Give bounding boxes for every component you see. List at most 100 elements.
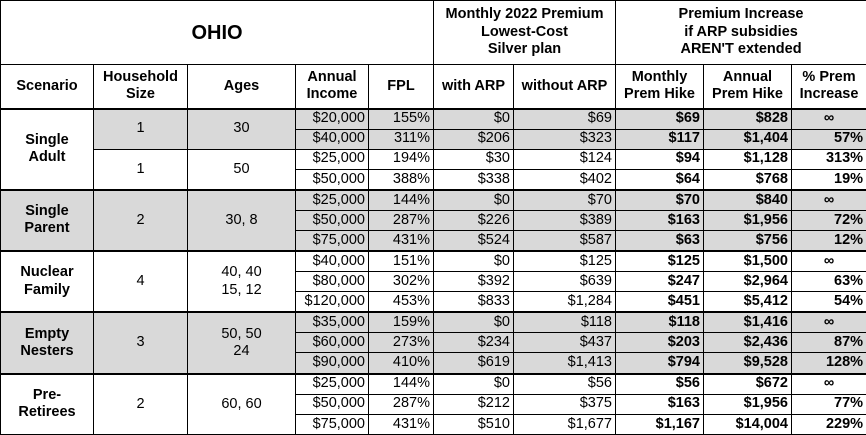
cell: $0 — [433, 311, 514, 334]
cell: $25,000 — [295, 188, 369, 211]
table-row: Empty Nesters 3 50, 50 24 $35,000 159% $0 $118… — [0, 311, 866, 375]
cell: 311% — [368, 128, 434, 150]
scenario: Nuclear Family — [0, 250, 94, 313]
cell: ∞ — [790, 250, 866, 273]
cell: $212 — [433, 393, 514, 415]
cell: $587 — [513, 229, 616, 252]
cell: ∞ — [790, 188, 866, 211]
cell: 57% — [790, 128, 866, 150]
cell: ∞ — [790, 311, 866, 334]
cell: $63 — [615, 229, 704, 252]
cell: $124 — [513, 148, 616, 170]
table-row: 1 50 $25,000 194% $30 $124 $94 $1,128 313% — [1, 148, 866, 191]
cell: 194% — [368, 148, 434, 170]
ages: 40, 40 15, 12 — [187, 250, 296, 313]
cell: 159% — [368, 311, 434, 334]
cell: ∞ — [790, 107, 866, 130]
cell: ∞ — [790, 372, 866, 395]
group-header: Monthly 2022 Premium Lowest-Cost Silver … — [433, 0, 616, 65]
cell: $1,956 — [703, 393, 792, 415]
column-header: FPL — [368, 64, 434, 109]
cell: $2,964 — [703, 271, 792, 293]
cell: 151% — [368, 250, 434, 273]
ages: 50 — [187, 148, 296, 191]
cell: $56 — [513, 372, 616, 395]
cell: $206 — [433, 128, 514, 150]
cell: 410% — [368, 352, 434, 375]
table-row: Nuclear Family 4 40, 40 15, 12 $40,000 151% $… — [0, 250, 866, 313]
cell: $1,677 — [513, 413, 616, 435]
cell: $60,000 — [295, 332, 369, 354]
cell: 72% — [790, 209, 866, 231]
cell: $794 — [615, 352, 704, 375]
cell: $437 — [513, 332, 616, 354]
cell: $1,413 — [513, 352, 616, 375]
cell: $25,000 — [295, 148, 369, 170]
cell: $375 — [513, 393, 616, 415]
cell: 144% — [368, 188, 434, 211]
column-header: Annual Prem Hike — [703, 64, 792, 109]
table-row: $50,000 388% $338 $402 $64 $768 19% — [1, 168, 866, 191]
cell: 273% — [368, 332, 434, 354]
ages: 60, 60 — [187, 372, 296, 435]
cell: $14,004 — [703, 413, 792, 435]
column-header: Annual Income — [295, 64, 369, 109]
cell: $163 — [615, 209, 704, 231]
table-title: OHIO — [0, 0, 434, 65]
column-header: with ARP — [433, 64, 514, 109]
cell: 313% — [790, 148, 866, 170]
cell: 63% — [790, 271, 866, 293]
cell: $756 — [703, 229, 792, 252]
cell: $2,436 — [703, 332, 792, 354]
column-header: % Prem Increase — [790, 64, 866, 109]
cell: $1,404 — [703, 128, 792, 150]
table-row: Single Adult 1 30 $20,000 155% $0 $69 $69 $828 ∞ — [0, 107, 866, 191]
cell: $118 — [513, 311, 616, 334]
cell: $402 — [513, 168, 616, 191]
cell: $0 — [433, 372, 514, 395]
column-header: Household Size — [93, 64, 188, 109]
cell: 287% — [368, 209, 434, 231]
cell: $30 — [433, 148, 514, 170]
cell: $1,167 — [615, 413, 704, 435]
cell: $80,000 — [295, 271, 369, 293]
cell: $1,284 — [513, 291, 616, 313]
cell: $828 — [703, 107, 792, 130]
group-header: Premium Increase if ARP subsidies AREN'T… — [614, 0, 866, 65]
cell: $524 — [433, 229, 514, 252]
cell: $203 — [615, 332, 704, 354]
cell: $70 — [513, 188, 616, 211]
cell: $0 — [433, 188, 514, 211]
table-row: $50,000 287% $212 $375 $163 $1,956 77% — [1, 393, 866, 415]
cell: 302% — [368, 271, 434, 293]
cell: $1,416 — [703, 311, 792, 334]
cell: 19% — [790, 168, 866, 191]
cell: 229% — [790, 413, 866, 435]
cell: $619 — [433, 352, 514, 375]
column-header: without ARP — [513, 64, 616, 109]
cell: $50,000 — [295, 209, 369, 231]
cell: 144% — [368, 372, 434, 395]
household-size: 2 — [93, 372, 188, 435]
cell: $1,500 — [703, 250, 792, 273]
cell: 287% — [368, 393, 434, 415]
cell: $338 — [433, 168, 514, 191]
cell: $117 — [615, 128, 704, 150]
ages: 50, 50 24 — [187, 311, 296, 375]
household-size: 1 — [93, 107, 188, 150]
table-row: Pre- Retirees 2 60, 60 $25,000 144% $0 $56 $56 $… — [0, 372, 866, 435]
cell: $1,956 — [703, 209, 792, 231]
table-row: $75,000 431% $510 $1,677 $1,167 $14,004 229% — [1, 413, 866, 435]
cell: $5,412 — [703, 291, 792, 313]
cell: $50,000 — [295, 168, 369, 191]
household-size: 2 — [93, 188, 188, 252]
cell: $768 — [703, 168, 792, 191]
cell: $0 — [433, 107, 514, 130]
cell: $840 — [703, 188, 792, 211]
household-size: 3 — [93, 311, 188, 375]
cell: $323 — [513, 128, 616, 150]
cell: $389 — [513, 209, 616, 231]
cell: 54% — [790, 291, 866, 313]
cell: 431% — [368, 229, 434, 252]
ages: 30 — [187, 107, 296, 150]
